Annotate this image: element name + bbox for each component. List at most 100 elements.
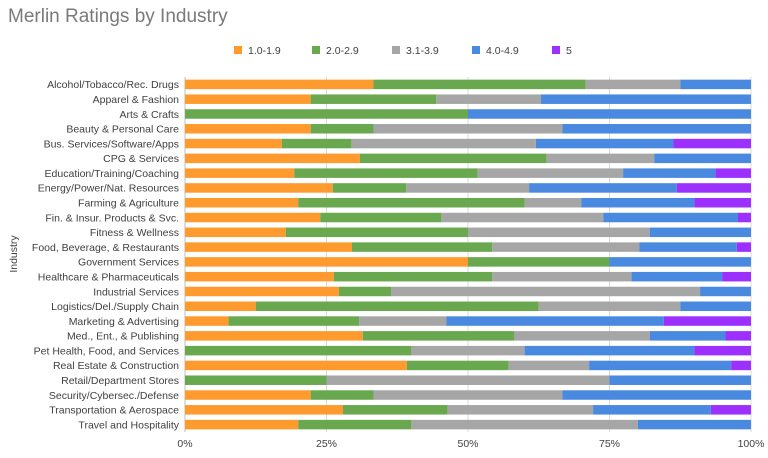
bar-segment-1.0-1.9 <box>185 316 229 326</box>
bar-segment-3.1-3.9 <box>436 94 542 104</box>
bar-segment-3.1-3.9 <box>326 375 610 385</box>
bar-segment-1.0-1.9 <box>185 331 363 341</box>
category-label: Alcohol/Tobacco/Rec. Drugs <box>47 79 179 91</box>
bar-segment-3.1-3.9 <box>441 212 604 223</box>
y-axis-label: Industry <box>8 235 20 273</box>
legend-label: 3.1-3.9 <box>406 45 439 57</box>
bar-segment-4.0-4.9 <box>623 168 716 178</box>
bar-segment-1.0-1.9 <box>185 242 352 252</box>
category-label: Med., Ent., & Publishing <box>67 331 179 343</box>
bar-segment-5 <box>710 405 751 415</box>
bar-segment-1.0-1.9 <box>185 257 468 267</box>
x-tick-label: 100% <box>738 438 765 450</box>
bar-segment-1.0-1.9 <box>185 197 299 208</box>
category-label: Security/Cybersec./Defense <box>49 390 179 402</box>
bar-segment-5 <box>722 271 751 282</box>
bar-segment-4.0-4.9 <box>535 138 674 149</box>
bar-segment-2.0-2.9 <box>333 271 493 282</box>
bar-segment-1.0-1.9 <box>185 360 407 371</box>
bar-segment-4.0-4.9 <box>446 316 664 326</box>
bar-segment-5 <box>715 168 751 178</box>
bar-segment-3.1-3.9 <box>492 242 640 252</box>
bar-segment-2.0-2.9 <box>228 316 360 326</box>
bar-segment-3.1-3.9 <box>546 153 655 164</box>
bar-segment-4.0-4.9 <box>468 109 751 119</box>
bar-segment-1.0-1.9 <box>185 79 374 90</box>
category-label: Pet Health, Food, and Services <box>34 345 179 357</box>
category-label: Industrial Services <box>93 286 179 298</box>
bar-segment-1.0-1.9 <box>185 138 282 149</box>
category-label: Arts & Crafts <box>119 109 179 121</box>
bar-segment-3.1-3.9 <box>447 405 594 415</box>
category-label: Real Estate & Construction <box>53 360 179 372</box>
bar-segment-2.0-2.9 <box>298 197 525 208</box>
category-label: Transportation & Aerospace <box>49 405 179 417</box>
bar-segment-4.0-4.9 <box>609 375 751 385</box>
bar-segment-4.0-4.9 <box>581 197 695 208</box>
bar-segment-3.1-3.9 <box>524 197 582 208</box>
bar-segment-1.0-1.9 <box>185 94 311 104</box>
bar-segment-1.0-1.9 <box>185 419 299 430</box>
legend-swatch <box>472 46 480 54</box>
bar-segment-3.1-3.9 <box>406 183 530 193</box>
category-label: Travel and Hospitality <box>78 419 179 431</box>
x-tick-label: 25% <box>316 438 337 450</box>
category-label: Logistics/Del./Supply Chain <box>51 301 179 313</box>
category-label: Apparel & Fashion <box>93 94 180 106</box>
bar-segment-5 <box>676 183 751 193</box>
legend-swatch <box>552 46 560 54</box>
bar-segment-5 <box>736 242 751 252</box>
bar-segment-4.0-4.9 <box>631 271 723 282</box>
category-label: Farming & Agriculture <box>78 198 179 210</box>
bar-segment-2.0-2.9 <box>320 212 442 223</box>
bar-segment-4.0-4.9 <box>589 360 732 371</box>
bar-segment-5 <box>694 345 751 356</box>
bar-segment-1.0-1.9 <box>185 124 311 134</box>
bar-segment-4.0-4.9 <box>700 286 751 297</box>
bar-segment-2.0-2.9 <box>342 405 448 415</box>
legend-label: 2.0-2.9 <box>326 45 359 57</box>
bar-segment-4.0-4.9 <box>524 345 695 356</box>
bar-segment-5 <box>725 331 751 341</box>
bar-segment-2.0-2.9 <box>310 94 437 104</box>
bar-segment-2.0-2.9 <box>373 79 586 90</box>
bar-segment-3.1-3.9 <box>411 345 525 356</box>
bar-segment-4.0-4.9 <box>609 257 751 267</box>
bar-segment-5 <box>694 197 751 208</box>
bar-segment-3.1-3.9 <box>477 168 624 178</box>
bar-segment-2.0-2.9 <box>281 138 352 149</box>
bar-segment-2.0-2.9 <box>351 242 493 252</box>
bar-segment-3.1-3.9 <box>391 286 701 297</box>
bar-segment-2.0-2.9 <box>294 168 478 178</box>
chart-title: Merlin Ratings by Industry <box>8 6 228 27</box>
category-label: Energy/Power/Nat. Resources <box>38 183 179 195</box>
bar-segment-2.0-2.9 <box>406 360 509 371</box>
bar-segment-2.0-2.9 <box>185 375 327 385</box>
bar-segment-3.1-3.9 <box>514 331 650 341</box>
category-label: Government Services <box>78 257 179 269</box>
category-label: Marketing & Advertising <box>69 316 179 328</box>
bar-segment-3.1-3.9 <box>359 316 447 326</box>
bar-segment-2.0-2.9 <box>185 109 468 119</box>
bar-segment-5 <box>673 138 751 149</box>
bar-segment-4.0-4.9 <box>654 153 751 164</box>
x-tick-label: 50% <box>457 438 478 450</box>
category-label: Retail/Department Stores <box>61 375 179 387</box>
bar-segment-1.0-1.9 <box>185 183 333 193</box>
category-label: Fin. & Insur. Products & Svc. <box>45 212 179 224</box>
bar-segment-1.0-1.9 <box>185 271 334 282</box>
bar-segment-1.0-1.9 <box>185 153 360 164</box>
bar-segment-3.1-3.9 <box>373 390 563 400</box>
bar-segment-4.0-4.9 <box>562 390 751 400</box>
bar-segment-2.0-2.9 <box>362 331 515 341</box>
bar-segment-4.0-4.9 <box>680 79 751 90</box>
bar-segment-1.0-1.9 <box>185 390 311 400</box>
bar-segment-4.0-4.9 <box>562 124 751 134</box>
bar-segment-3.1-3.9 <box>585 79 681 90</box>
legend-label: 4.0-4.9 <box>486 45 519 57</box>
bar-segment-4.0-4.9 <box>529 183 677 193</box>
category-label: Bus. Services/Software/Apps <box>44 138 179 150</box>
bar-segment-4.0-4.9 <box>680 301 751 312</box>
bar-segment-2.0-2.9 <box>332 183 407 193</box>
